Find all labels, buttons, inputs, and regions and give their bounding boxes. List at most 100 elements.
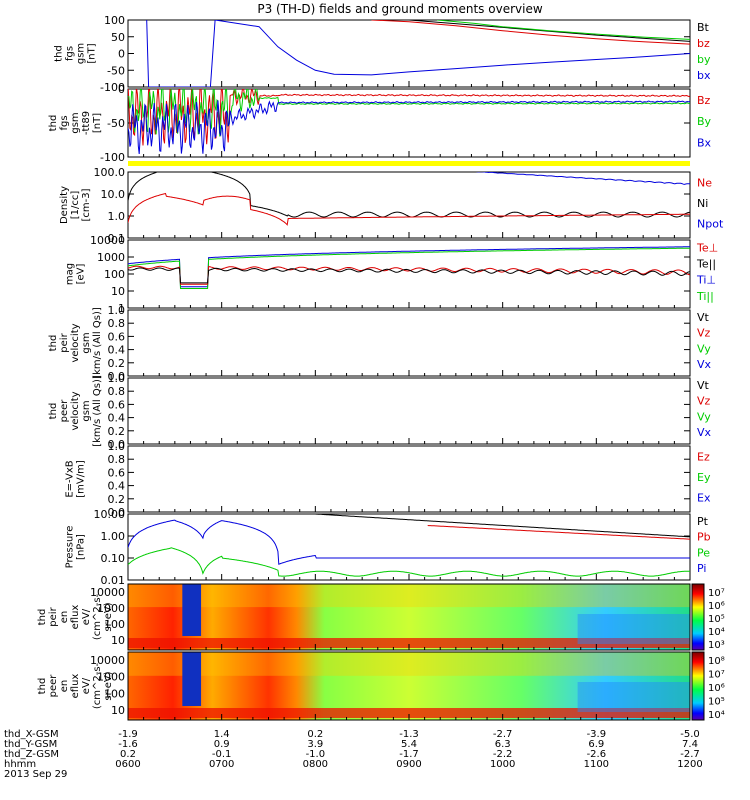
footer-value: 5.4 — [401, 739, 417, 750]
legend-peir_velocity-Vx: Vx — [697, 358, 712, 371]
ylabel-fgm: fgs — [59, 115, 70, 130]
legend-efield-Ex: Ex — [697, 492, 711, 505]
density-lines — [128, 172, 690, 226]
ytick-label-fgs: 50 — [111, 31, 125, 44]
series-fgs_bz — [371, 20, 690, 45]
legend-peer_velocity-Vz: Vz — [697, 395, 711, 408]
ylabel-fgs: fgs — [65, 46, 76, 61]
ytick-label-fgs: -100 — [100, 81, 125, 94]
ytick-label-peir_velocity: 0.0 — [108, 370, 126, 383]
footer-value: -5.0 — [680, 729, 700, 740]
plot-title: P3 (TH-D) fields and ground moments over… — [257, 2, 542, 16]
colorbar-label-peer_eflux: 10⁵ — [708, 697, 725, 708]
legend-peer_velocity-Vt: Vt — [697, 379, 710, 392]
colorbar-label-peir_eflux: 10⁶ — [708, 601, 725, 612]
footer-value: 6.3 — [495, 739, 511, 750]
ytick-label-temperature: 1 — [118, 302, 125, 315]
colorbar-label-peer_eflux: 10⁸ — [708, 656, 725, 667]
ylabel-pressure: [nPa] — [76, 534, 87, 560]
series-pressure-Pt — [315, 514, 690, 538]
ylabel-temperature: [eV] — [76, 264, 87, 285]
ylabel-peir_eflux: eflux — [70, 605, 81, 630]
ytick-label-density: 10.0 — [101, 188, 126, 201]
spectrogram-low-band-peir_eflux — [128, 638, 690, 648]
ytick-label-efield: 1.0 — [108, 440, 126, 453]
frame-density — [127, 171, 691, 239]
ylabel-peir_velocity: [km/s (All Qs)] — [92, 307, 103, 379]
ytick-label-peer_velocity: 0.8 — [108, 385, 126, 398]
ytick-label-pressure: 10.00 — [94, 508, 126, 521]
series-temp-Te-perp — [128, 265, 690, 285]
legend-fgm-Bz: Bz — [697, 94, 711, 107]
colorbar-peir_eflux — [691, 583, 705, 651]
footer-value: -1.7 — [399, 749, 419, 760]
ylabel-fgm: gsm — [70, 112, 81, 133]
footer-label: thd_X-GSM — [4, 729, 59, 740]
legend-temperature-Ti⊥: Ti⊥ — [696, 274, 716, 287]
panel-peir_eflux: 10000 1000 100 10 thd peir en eflux eV/(cm^2-s-s… — [37, 583, 725, 651]
ytick-label-efield: 0.2 — [108, 493, 126, 506]
colorbar-label-peir_eflux: 10⁷ — [708, 588, 725, 599]
legend-pressure-Pb: Pb — [697, 531, 711, 544]
colorbar-peer_eflux — [691, 651, 705, 721]
ytick-label-peir_velocity: 0.8 — [108, 317, 126, 330]
ylabel-fgs: thd — [54, 45, 65, 62]
legend-fgm-Bx: Bx — [697, 136, 712, 149]
ylabel-density: [cm-3] — [81, 188, 92, 221]
ytick-label-peir_eflux: 100 — [104, 618, 125, 631]
ylabel-efield: [mV/m] — [76, 460, 87, 498]
series-temp-Ti-perp — [128, 246, 690, 288]
frame-peir_velocity — [127, 309, 691, 377]
ylabel-peer_velocity: [km/s (All Qs)] — [92, 375, 103, 447]
legend-pressure-Pt: Pt — [697, 515, 709, 528]
legend-peir_velocity-Vz: Vz — [697, 327, 711, 340]
ytick-label-pressure: 0.01 — [101, 574, 126, 587]
panel-density: 100.0 10.0 1.0 0.1 Density [1/cc] [cm-3] Ne Ni Np… — [59, 166, 724, 245]
ytick-label-peir_velocity: 0.4 — [108, 344, 126, 357]
ytick-label-peer_velocity: 0.6 — [108, 398, 126, 411]
ytick-label-peir_velocity: 0.2 — [108, 357, 126, 370]
colorbar-label-peer_eflux: 10⁶ — [708, 683, 725, 694]
ytick-label-fgs: 100 — [104, 14, 125, 27]
pressure-lines — [128, 514, 690, 577]
ytick-label-fgm: 0 — [118, 83, 125, 96]
footer-value: 0.2 — [120, 749, 136, 760]
ylabel-peir_eflux: sr-eV) — [103, 602, 114, 631]
footer-value: 0600 — [115, 759, 140, 770]
ytick-label-fgm: -50 — [107, 117, 125, 130]
ytick-label-peir_eflux: 10000 — [90, 586, 125, 599]
legend-density-Ni: Ni — [697, 197, 708, 210]
footer-value: 0.2 — [307, 729, 323, 740]
ylabel-peir_eflux: eV/ — [81, 608, 92, 625]
ytick-label-peer_eflux: 10000 — [90, 654, 125, 667]
legend-fgs-bx: bx — [697, 69, 711, 82]
footer-value: -2.7 — [493, 729, 513, 740]
ytick-label-fgm: -100 — [100, 151, 125, 164]
ylabel-density: Density — [59, 186, 70, 224]
footer-value: -1.0 — [306, 749, 326, 760]
ytick-label-efield: 0.6 — [108, 466, 126, 479]
legend-fgs-by: by — [697, 53, 711, 66]
legend-temperature-Te||: Te|| — [696, 258, 716, 271]
fgs-lines — [146, 20, 690, 87]
ytick-label-temperature: 100 — [104, 268, 125, 281]
ytick-label-peir_eflux: 1000 — [97, 602, 125, 615]
legend-fgm-By: By — [697, 115, 712, 128]
ytick-label-peer_velocity: 0.2 — [108, 425, 126, 438]
ytick-label-peer_velocity: 1.0 — [108, 372, 126, 385]
footer-value: -1.3 — [399, 729, 419, 740]
colorbar-label-peer_eflux: 10⁷ — [708, 670, 725, 681]
series-fgm-Bz — [128, 89, 690, 146]
ytick-label-peir_velocity: 1.0 — [108, 304, 126, 317]
ytick-label-fgs: 0 — [118, 48, 125, 61]
series-pressure-Pb — [427, 525, 690, 540]
spectrogram-late-peer_eflux — [577, 682, 690, 712]
ylabel-peer_velocity: thd — [48, 403, 59, 420]
series-pressure-Pi — [128, 519, 690, 565]
footer-value: 0.9 — [214, 739, 230, 750]
ylabel-fgm: -tt89 — [81, 111, 92, 135]
ylabel-peir_velocity: thd — [48, 335, 59, 352]
ylabel-peer_eflux: eV/ — [81, 677, 92, 694]
ytick-label-temperature: 1000 — [97, 251, 125, 264]
ytick-label-peer_eflux: 100 — [104, 687, 125, 700]
